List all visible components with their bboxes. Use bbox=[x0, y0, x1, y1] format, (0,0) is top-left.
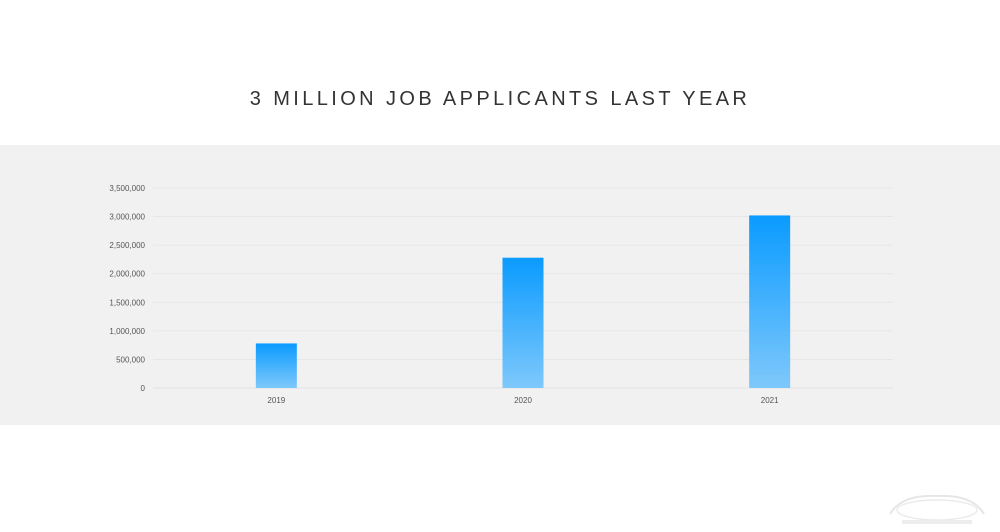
bars bbox=[255, 215, 791, 388]
y-tick-label: 1,500,000 bbox=[109, 298, 145, 307]
y-tick-label: 0 bbox=[141, 384, 146, 393]
bar-2019 bbox=[255, 343, 297, 388]
x-tick-label: 2021 bbox=[761, 396, 779, 405]
y-tick-label: 1,000,000 bbox=[109, 327, 145, 336]
bar-2021 bbox=[749, 215, 791, 388]
chart-area: 0 500,000 1,000,000 1,500,000 2,000,000 2,500… bbox=[0, 145, 1000, 425]
chart-title: 3 MILLION JOB APPLICANTS LAST YEAR bbox=[249, 88, 751, 110]
y-tick-label: 2,000,000 bbox=[109, 270, 145, 279]
x-axis-ticks: 2019 2020 2021 bbox=[267, 396, 779, 405]
y-tick-label: 500,000 bbox=[116, 355, 145, 364]
bar-chart: 0 500,000 1,000,000 1,500,000 2,000,000 2,500… bbox=[109, 184, 893, 405]
y-tick-label: 2,500,000 bbox=[109, 241, 145, 250]
y-tick-label: 3,500,000 bbox=[109, 184, 145, 193]
watermark-logo-icon bbox=[889, 494, 985, 524]
bar-2020 bbox=[502, 257, 544, 388]
x-tick-label: 2019 bbox=[267, 396, 285, 405]
y-axis-ticks: 0 500,000 1,000,000 1,500,000 2,000,000 2,500… bbox=[109, 184, 145, 393]
y-tick-label: 3,000,000 bbox=[109, 213, 145, 222]
x-tick-label: 2020 bbox=[514, 396, 532, 405]
